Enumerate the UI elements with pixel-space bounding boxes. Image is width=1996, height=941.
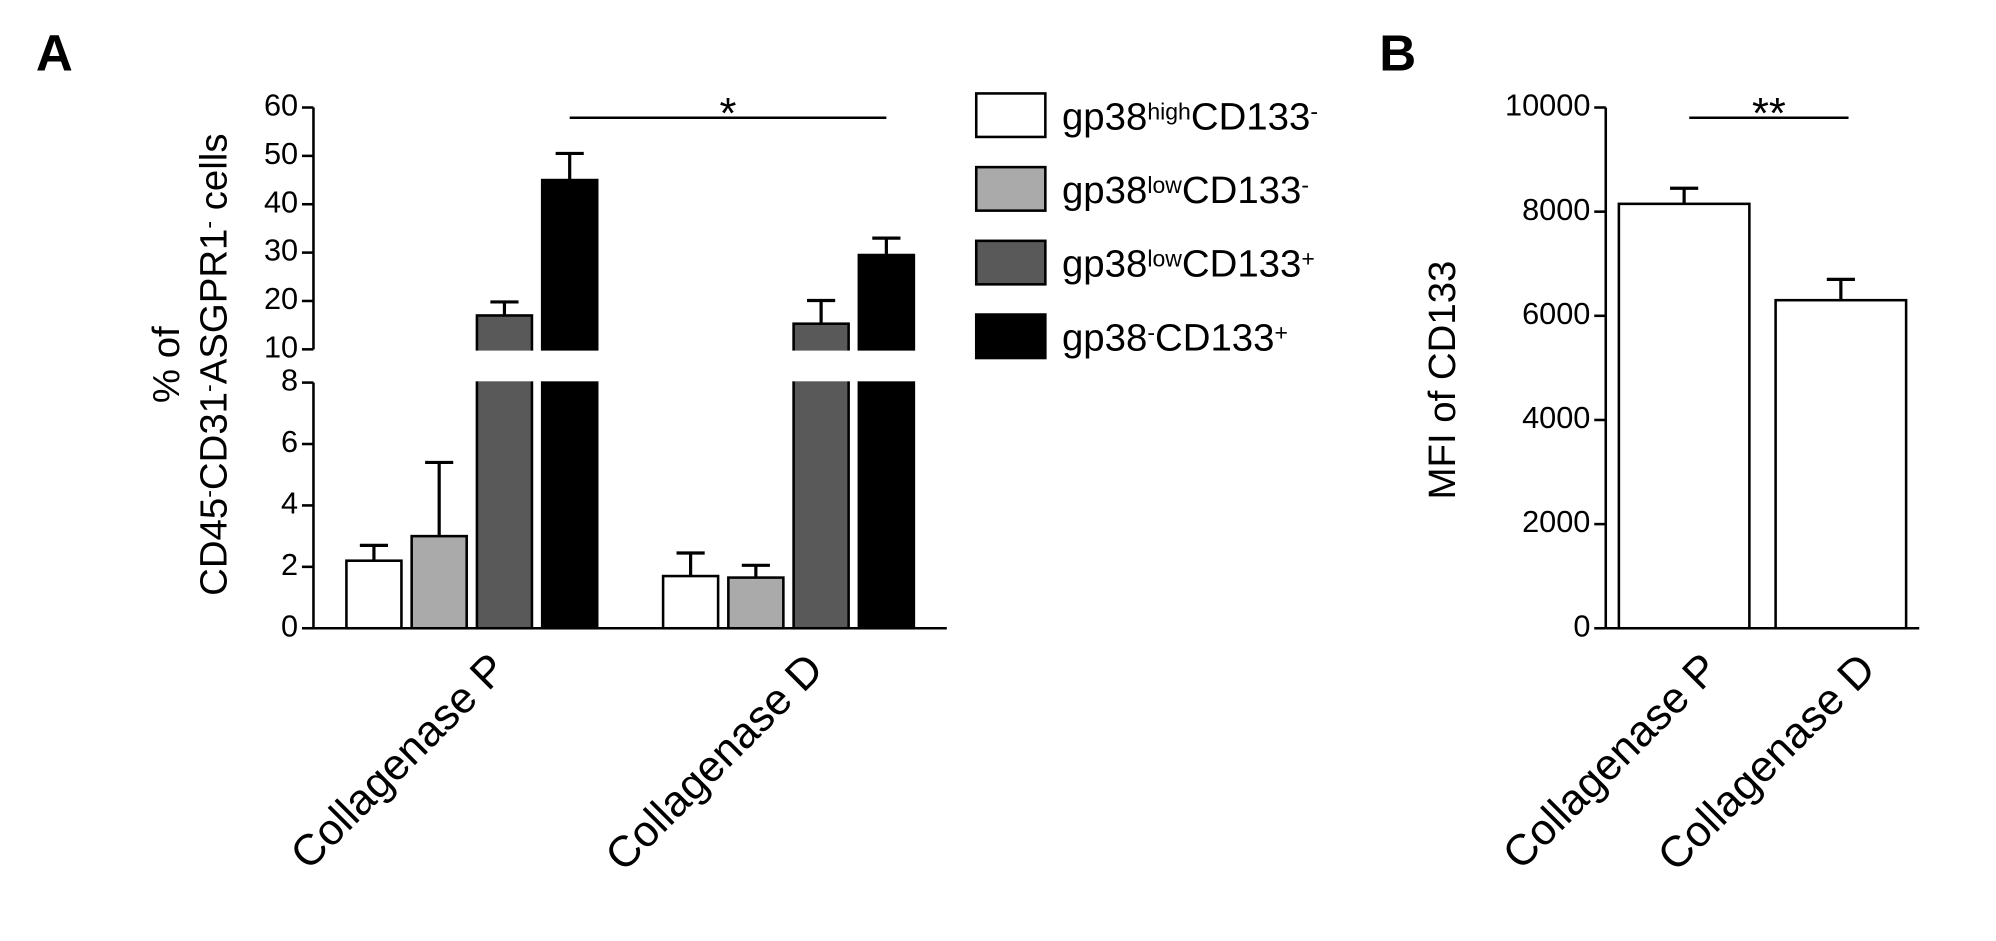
- legend-swatch: [974, 313, 1047, 360]
- y-axis-label: % of: [145, 326, 188, 403]
- y-tick-label: 8: [281, 363, 298, 398]
- y-tick-label: 60: [264, 88, 298, 123]
- y-tick-label: 8000: [1522, 192, 1590, 227]
- bar: [540, 178, 599, 630]
- significance-label: *: [720, 90, 737, 138]
- superscript: -: [195, 384, 221, 392]
- text-part: CD133: [1182, 243, 1301, 286]
- panel-label: A: [36, 24, 73, 81]
- superscript: -: [1147, 319, 1155, 345]
- y-tick-label: 0: [1573, 608, 1590, 643]
- text-part: CD133: [1182, 169, 1301, 212]
- y-tick-label: 2: [281, 547, 298, 582]
- panel-label: B: [1379, 24, 1416, 81]
- text-part: gp38: [1062, 95, 1147, 138]
- y-axis-label: MFI of CD133: [1421, 261, 1464, 500]
- legend-swatch: [974, 239, 1047, 286]
- bar: [661, 574, 720, 630]
- text-part: CD45: [192, 498, 235, 596]
- superscript: high: [1147, 98, 1191, 124]
- text-part: % of: [145, 326, 188, 403]
- y-tick-label: 4000: [1522, 400, 1590, 435]
- bar: [727, 576, 785, 630]
- axis-break: [316, 350, 950, 382]
- bar: [410, 534, 468, 630]
- superscript: -: [195, 221, 221, 229]
- text-part: gp38: [1062, 316, 1147, 359]
- legend-swatch: [974, 92, 1047, 139]
- superscript: low: [1147, 245, 1182, 271]
- legend-swatch: [974, 165, 1047, 212]
- significance-label: **: [1752, 90, 1786, 138]
- legend-label: gp38highCD133-: [1062, 95, 1318, 138]
- legend-label: gp38-CD133+: [1062, 316, 1288, 359]
- text-part: gp38: [1062, 243, 1147, 286]
- text-part: ASGPR1: [192, 229, 235, 385]
- text-part: CD133: [1155, 316, 1274, 359]
- superscript: +: [1301, 245, 1314, 271]
- text-part: cells: [192, 133, 235, 220]
- legend-label: gp38lowCD133-: [1062, 169, 1309, 212]
- y-tick-label: 50: [264, 136, 298, 171]
- superscript: -: [1301, 172, 1309, 198]
- y-tick-label: 10000: [1505, 88, 1590, 123]
- text-part: gp38: [1062, 169, 1147, 212]
- y-tick-label: 2000: [1522, 504, 1590, 539]
- y-tick-label: 30: [264, 233, 298, 268]
- superscript: +: [1274, 319, 1287, 345]
- y-tick-label: 20: [264, 281, 298, 316]
- superscript: low: [1147, 172, 1182, 198]
- y-tick-label: 40: [264, 184, 298, 219]
- bar: [345, 559, 403, 630]
- x-tick-label: Collagenase P: [282, 645, 516, 879]
- x-tick-label: Collagenase D: [597, 645, 833, 881]
- y-tick-label: 6: [281, 424, 298, 459]
- bar: [1774, 298, 1908, 630]
- y-tick-label: 0: [281, 608, 298, 643]
- superscript: -: [1310, 98, 1318, 124]
- superscript: -: [195, 490, 221, 498]
- y-tick-label: 10: [264, 329, 298, 364]
- bar: [857, 253, 916, 630]
- y-axis-label: CD45-CD31-ASGPR1- cells: [192, 133, 235, 595]
- text-part: CD133: [1191, 95, 1310, 138]
- legend-label: gp38lowCD133+: [1062, 243, 1315, 286]
- bar: [1617, 202, 1751, 630]
- y-tick-label: 6000: [1522, 296, 1590, 331]
- text-part: CD31: [192, 392, 235, 490]
- y-tick-label: 4: [281, 486, 298, 521]
